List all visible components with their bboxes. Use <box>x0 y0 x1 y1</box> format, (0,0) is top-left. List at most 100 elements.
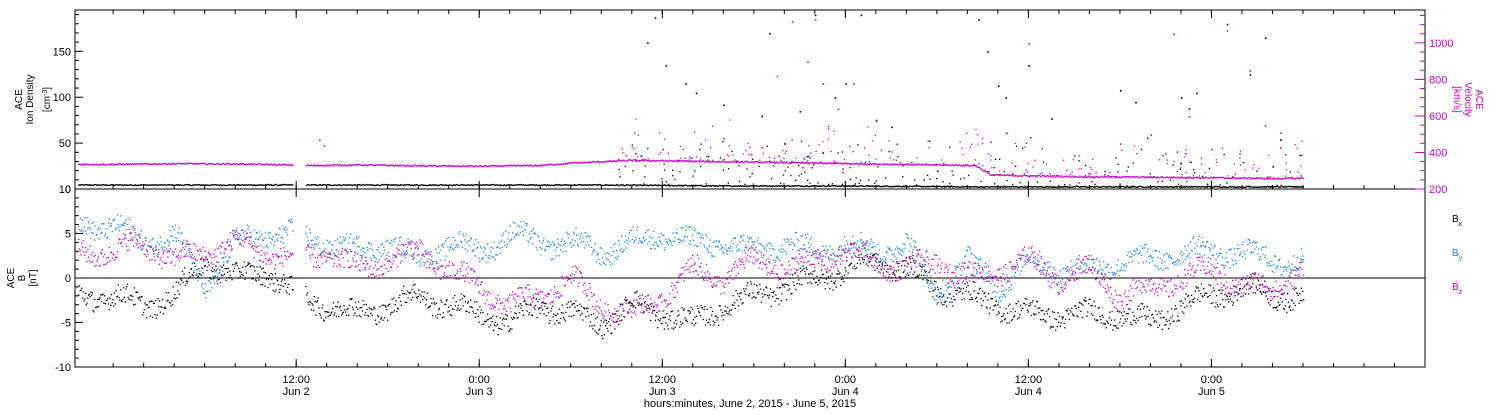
point-ion-density <box>1085 165 1086 166</box>
point-bx <box>430 305 431 306</box>
point-bx <box>85 293 86 294</box>
point-velocity <box>339 164 340 165</box>
point-bx <box>1041 319 1042 320</box>
point-bx <box>498 334 499 335</box>
point-bx <box>954 299 955 300</box>
point-bx <box>796 269 797 270</box>
point-bx <box>174 294 175 295</box>
point-bx <box>1189 302 1190 303</box>
point-bx <box>1136 318 1137 319</box>
point-bx <box>884 265 885 266</box>
point-bx <box>604 319 605 320</box>
point-bx <box>1211 303 1212 304</box>
point-bx <box>976 297 977 298</box>
point-velocity <box>1096 172 1097 173</box>
point-velocity <box>749 147 750 148</box>
point-bx <box>244 279 245 280</box>
point-bx <box>1060 326 1061 327</box>
point-bx <box>512 319 513 320</box>
point-bx <box>935 289 936 290</box>
point-bx <box>577 305 578 306</box>
point-bx <box>385 305 386 306</box>
point-bx <box>124 297 125 298</box>
point-bx <box>155 300 156 301</box>
point-bx <box>1171 308 1172 309</box>
outlier-ion-density <box>987 51 989 53</box>
point-velocity <box>1189 161 1190 162</box>
point-bx <box>453 297 454 298</box>
point-bx <box>86 304 87 305</box>
point-bx <box>614 328 615 329</box>
point-bx <box>413 285 414 286</box>
point-bx <box>983 300 984 301</box>
point-velocity <box>1301 175 1302 176</box>
point-ion-density <box>859 183 860 184</box>
point-ion-density <box>798 165 799 166</box>
point-bx <box>315 315 316 316</box>
point-bx <box>1189 300 1190 301</box>
point-bx <box>1202 296 1203 297</box>
point-bx <box>1078 307 1079 308</box>
point-bx <box>1012 308 1013 309</box>
point-bx <box>216 269 217 270</box>
point-bx <box>856 267 857 268</box>
point-bx <box>1034 314 1035 315</box>
point-bx <box>263 272 264 273</box>
point-bx <box>239 271 240 272</box>
point-velocity <box>499 166 500 167</box>
point-bx <box>957 290 958 291</box>
point-bx <box>201 275 202 276</box>
point-bx <box>911 268 912 269</box>
point-bx <box>1044 314 1045 315</box>
point-ion-density <box>1224 154 1225 155</box>
point-velocity <box>1042 148 1043 149</box>
point-bx <box>128 297 129 298</box>
point-bx <box>883 272 884 273</box>
outlier-velocity <box>662 149 664 151</box>
point-velocity <box>292 164 293 165</box>
point-bx <box>775 295 776 296</box>
point-bx <box>532 315 533 316</box>
point-velocity <box>1054 175 1055 176</box>
point-ion-density <box>1016 146 1017 147</box>
density-unit-part: [cm <box>42 96 53 112</box>
point-velocity <box>987 171 988 172</box>
point-bx <box>1057 326 1058 327</box>
point-bx <box>630 305 631 306</box>
point-velocity <box>988 171 989 172</box>
point-bx <box>1218 306 1219 307</box>
point-velocity <box>1046 163 1047 164</box>
point-bx <box>1010 311 1011 312</box>
point-bx <box>264 286 265 287</box>
point-bx <box>1179 320 1180 321</box>
point-velocity <box>875 159 876 160</box>
point-bx <box>475 317 476 318</box>
point-bx <box>1155 310 1156 311</box>
outlier-ion-density <box>761 116 763 118</box>
point-bx <box>553 314 554 315</box>
point-bx <box>417 298 418 299</box>
point-bx <box>92 292 93 293</box>
point-bx <box>1209 295 1210 296</box>
point-bx <box>871 265 872 266</box>
point-bx <box>581 306 582 307</box>
point-velocity <box>1245 169 1246 170</box>
point-ion-density <box>783 183 784 184</box>
point-ion-density <box>728 168 729 169</box>
point-bx <box>740 299 741 300</box>
point-bx <box>1121 312 1122 313</box>
point-bx <box>528 314 529 315</box>
point-velocity <box>1078 177 1079 178</box>
point-bx <box>645 301 646 302</box>
point-velocity <box>289 164 290 165</box>
point-ion-density <box>807 156 808 157</box>
point-ion-density <box>753 183 754 184</box>
point-bx <box>356 307 357 308</box>
point-bx <box>496 316 497 317</box>
outlier-velocity <box>1227 30 1229 32</box>
point-bx <box>725 306 726 307</box>
point-bx <box>259 276 260 277</box>
outlier-ion-density <box>685 83 687 85</box>
point-bx <box>781 300 782 301</box>
point-bx <box>167 300 168 301</box>
